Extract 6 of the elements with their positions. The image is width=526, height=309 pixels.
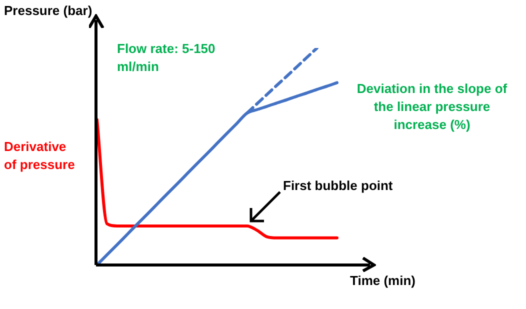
x-axis-title: Time (min) [350, 272, 416, 290]
y-axis-title: Pressure (bar) [4, 2, 92, 20]
annotation: Flow rate: 5-150 ml/min [117, 40, 216, 76]
series-label: Derivative of pressure [4, 138, 76, 174]
annotation: First bubble point [283, 177, 394, 195]
text: Deviation in the slope of the linear pressure increase (%) [356, 80, 508, 134]
